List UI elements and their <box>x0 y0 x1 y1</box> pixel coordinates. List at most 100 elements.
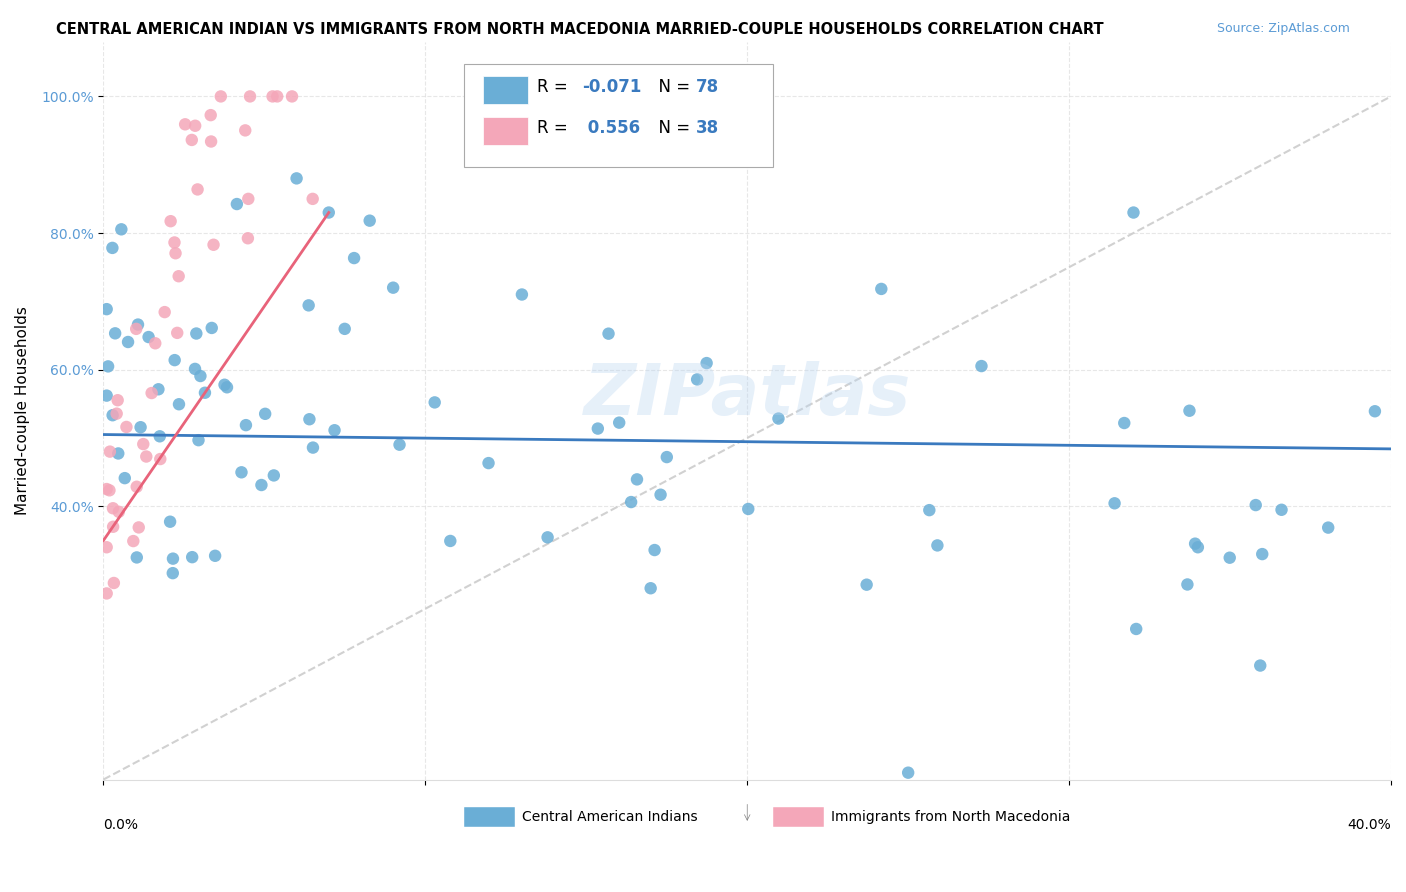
Point <box>163 353 186 368</box>
Text: Central American Indians: Central American Indians <box>522 810 697 824</box>
Point <box>236 231 259 245</box>
Point <box>143 336 166 351</box>
Point <box>107 393 129 408</box>
Point <box>655 450 678 464</box>
Point <box>200 135 222 149</box>
Point <box>194 385 217 400</box>
Point <box>686 372 709 386</box>
FancyBboxPatch shape <box>464 806 516 828</box>
Point <box>184 119 207 133</box>
Text: N =: N = <box>648 119 696 137</box>
Text: -0.071: -0.071 <box>582 78 641 95</box>
Point <box>1317 520 1340 534</box>
Text: 78: 78 <box>696 78 718 95</box>
Text: N =: N = <box>648 78 696 95</box>
Point <box>768 411 790 425</box>
Point <box>103 576 125 591</box>
Point <box>148 382 170 396</box>
Point <box>607 416 630 430</box>
Point <box>970 359 993 373</box>
Point <box>209 89 232 103</box>
Point <box>159 214 181 228</box>
Point <box>1122 205 1144 219</box>
Point <box>266 89 288 103</box>
Point <box>281 89 304 103</box>
Point <box>536 530 558 544</box>
Point <box>1104 496 1126 510</box>
FancyBboxPatch shape <box>484 77 529 104</box>
Point <box>918 503 941 517</box>
Point <box>200 108 222 122</box>
Point <box>1184 536 1206 550</box>
Point <box>162 551 184 566</box>
Point <box>1178 403 1201 417</box>
Point <box>233 123 256 137</box>
Point <box>239 89 262 103</box>
Point <box>96 302 118 317</box>
Point <box>184 362 207 376</box>
Point <box>167 269 190 284</box>
Point <box>1244 498 1267 512</box>
Y-axis label: Married-couple Households: Married-couple Households <box>15 306 30 515</box>
Point <box>477 456 499 470</box>
Point <box>138 330 160 344</box>
Point <box>231 465 253 479</box>
Point <box>1270 503 1292 517</box>
Point <box>855 577 877 591</box>
Point <box>166 326 188 340</box>
Point <box>586 421 609 435</box>
Point <box>235 418 257 433</box>
Point <box>254 407 277 421</box>
Point <box>202 237 225 252</box>
Point <box>1249 658 1271 673</box>
Point <box>141 386 163 401</box>
Point <box>262 89 284 103</box>
Point <box>174 117 197 131</box>
Point <box>186 326 208 341</box>
Point <box>201 321 224 335</box>
Text: 40.0%: 40.0% <box>1347 818 1391 832</box>
Point <box>107 446 129 460</box>
Text: ZIPatlas: ZIPatlas <box>583 361 911 430</box>
Point <box>128 520 150 534</box>
Point <box>215 380 238 394</box>
FancyBboxPatch shape <box>773 806 824 828</box>
Text: Immigrants from North Macedonia: Immigrants from North Macedonia <box>831 810 1070 824</box>
Point <box>644 543 666 558</box>
Point <box>301 192 323 206</box>
Point <box>187 433 209 447</box>
Point <box>132 437 155 451</box>
Point <box>204 549 226 563</box>
Point <box>149 429 172 443</box>
Point <box>620 495 643 509</box>
Point <box>343 251 366 265</box>
Point <box>110 222 132 236</box>
Point <box>333 322 356 336</box>
Point <box>101 520 124 534</box>
Point <box>96 389 118 403</box>
Point <box>127 318 149 332</box>
Point <box>162 566 184 581</box>
Point <box>302 441 325 455</box>
Point <box>214 377 236 392</box>
Point <box>187 182 209 196</box>
FancyBboxPatch shape <box>484 117 529 145</box>
Point <box>149 452 172 467</box>
Point <box>897 765 920 780</box>
Point <box>104 326 127 341</box>
Point <box>180 133 202 147</box>
Point <box>115 420 138 434</box>
Point <box>250 478 273 492</box>
Point <box>696 356 718 370</box>
Text: Source: ZipAtlas.com: Source: ZipAtlas.com <box>1216 22 1350 36</box>
Point <box>238 192 260 206</box>
Point <box>181 550 204 565</box>
Point <box>423 395 446 409</box>
Point <box>101 501 124 516</box>
Point <box>159 515 181 529</box>
Point <box>129 420 152 434</box>
Point <box>105 407 128 421</box>
Point <box>510 287 533 301</box>
Point <box>101 408 124 422</box>
Point <box>96 541 118 555</box>
